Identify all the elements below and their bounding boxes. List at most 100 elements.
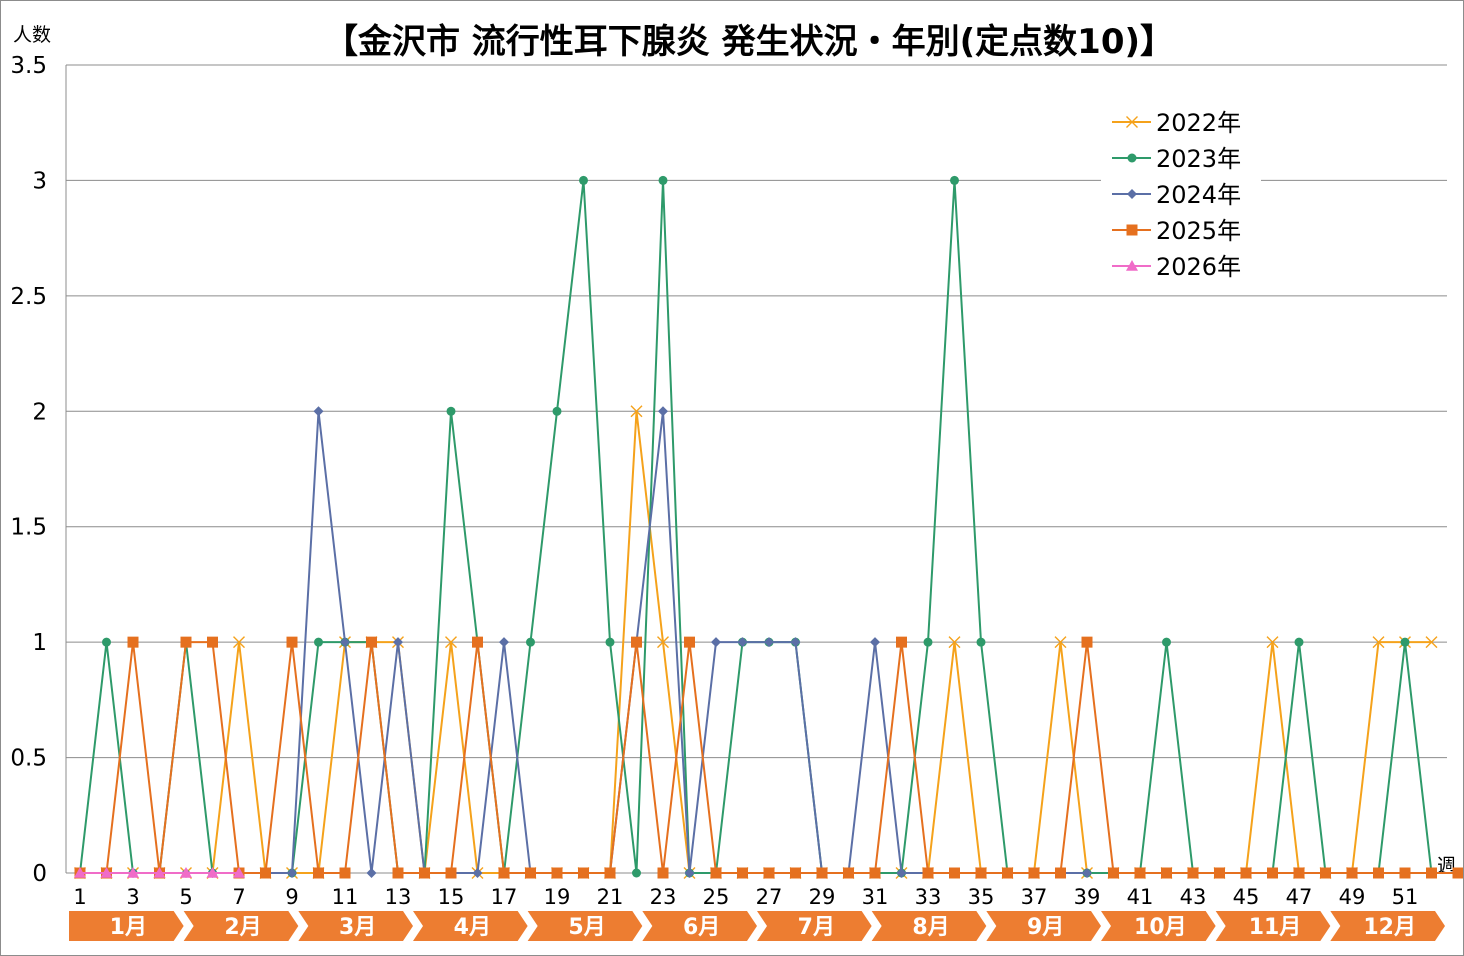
x-tick-label: 9 (285, 885, 298, 909)
x-tick-labels: 1 3 5 7 9 11 13 15 17 19 21 23 25 27 29 31 33 35 37 39 41 43 4… (73, 885, 1418, 909)
data-point (816, 867, 828, 879)
y-tick-label: 3.5 (10, 53, 47, 79)
x-tick-label: 25 (703, 885, 730, 909)
data-point (790, 867, 801, 879)
data-point (922, 867, 934, 879)
month-chevron (642, 911, 757, 941)
x-tick-label: 27 (756, 885, 783, 909)
data-point (419, 867, 430, 879)
data-point (314, 637, 323, 647)
data-point (1134, 867, 1146, 879)
month-chevron (1215, 911, 1331, 941)
legend-label: 2026年 (1156, 253, 1241, 281)
data-point (102, 637, 111, 647)
data-point (180, 867, 192, 878)
y-tick-label: 0.5 (10, 746, 47, 772)
x-tick-label: 43 (1180, 885, 1207, 909)
data-point (1346, 867, 1358, 879)
x-tick-label: 13 (385, 885, 412, 909)
x-tick-label: 29 (809, 885, 836, 909)
data-point (870, 637, 880, 648)
data-point (472, 868, 483, 878)
data-point (286, 636, 298, 648)
data-point (1399, 867, 1411, 879)
legend-background (1101, 101, 1261, 291)
data-point (525, 867, 536, 879)
data-point (1452, 867, 1463, 879)
month-label: 11月 (1249, 915, 1302, 940)
data-point (100, 867, 113, 878)
data-point (737, 867, 748, 879)
x-tick-label: 17 (491, 885, 518, 909)
data-point (1082, 868, 1092, 878)
month-chevron (1101, 911, 1216, 941)
x-tick-label: 5 (179, 885, 192, 909)
x-tick-label: 35 (968, 885, 995, 909)
data-point (1372, 636, 1385, 649)
data-point (949, 867, 960, 879)
x-tick-label: 23 (650, 885, 677, 909)
x-tick-label: 19 (544, 885, 571, 909)
data-point (1294, 637, 1304, 647)
data-point (579, 175, 588, 185)
data-point (1267, 867, 1278, 879)
data-point (526, 637, 535, 647)
data-point (446, 406, 456, 416)
data-point (684, 636, 695, 648)
x-tick-label: 1 (73, 885, 86, 909)
data-point (790, 637, 801, 648)
data-point (684, 868, 695, 878)
month-label: 1月 (110, 915, 147, 940)
x-tick-label: 7 (232, 885, 245, 909)
data-point (393, 637, 403, 648)
data-point (233, 636, 245, 649)
data-point (1425, 636, 1438, 649)
y-tick-label: 3 (32, 168, 47, 194)
data-point (630, 405, 643, 418)
x-tick-label: 3 (126, 885, 139, 909)
data-point (843, 867, 854, 879)
data-point (260, 867, 271, 879)
data-point (1214, 867, 1225, 879)
data-point (1054, 636, 1067, 649)
x-tick-label: 11 (332, 885, 359, 909)
data-point (366, 868, 377, 878)
month-chevron (1330, 911, 1445, 941)
series-2025年 (74, 636, 1463, 879)
data-point (1127, 153, 1137, 163)
data-point (605, 637, 615, 647)
month-chevron (413, 911, 528, 941)
data-point (923, 637, 933, 647)
data-point (472, 636, 483, 648)
x-tick-label: 15 (438, 885, 465, 909)
data-point (1126, 260, 1138, 271)
series-lines (74, 175, 1463, 879)
y-tick-label: 1.5 (10, 515, 47, 541)
month-chevron (298, 911, 413, 941)
chart-title: 【金沢市 流行性耳下腺炎 発生状況・年別(定点数10)】 (324, 22, 1174, 62)
x-tick-label: 51 (1392, 885, 1419, 909)
data-point (153, 867, 166, 878)
data-point (976, 637, 986, 647)
x-tick-label: 49 (1339, 885, 1366, 909)
month-chevron (871, 911, 987, 941)
data-point (1081, 636, 1093, 648)
data-point (551, 867, 563, 879)
month-chevron (69, 911, 184, 941)
data-point (1320, 867, 1331, 879)
legend-label: 2024年 (1156, 181, 1241, 209)
month-label: 5月 (568, 915, 605, 940)
month-label: 7月 (798, 915, 835, 940)
y-tick-label: 0 (32, 861, 47, 887)
data-point (445, 867, 457, 879)
data-point (948, 636, 961, 649)
data-point (1126, 116, 1138, 128)
data-point (313, 406, 324, 417)
data-point (233, 867, 245, 878)
data-point (1400, 637, 1410, 647)
data-point (1055, 867, 1066, 879)
data-point (1002, 867, 1013, 879)
legend-label: 2022年 (1156, 109, 1241, 137)
x-tick-label: 31 (862, 885, 889, 909)
